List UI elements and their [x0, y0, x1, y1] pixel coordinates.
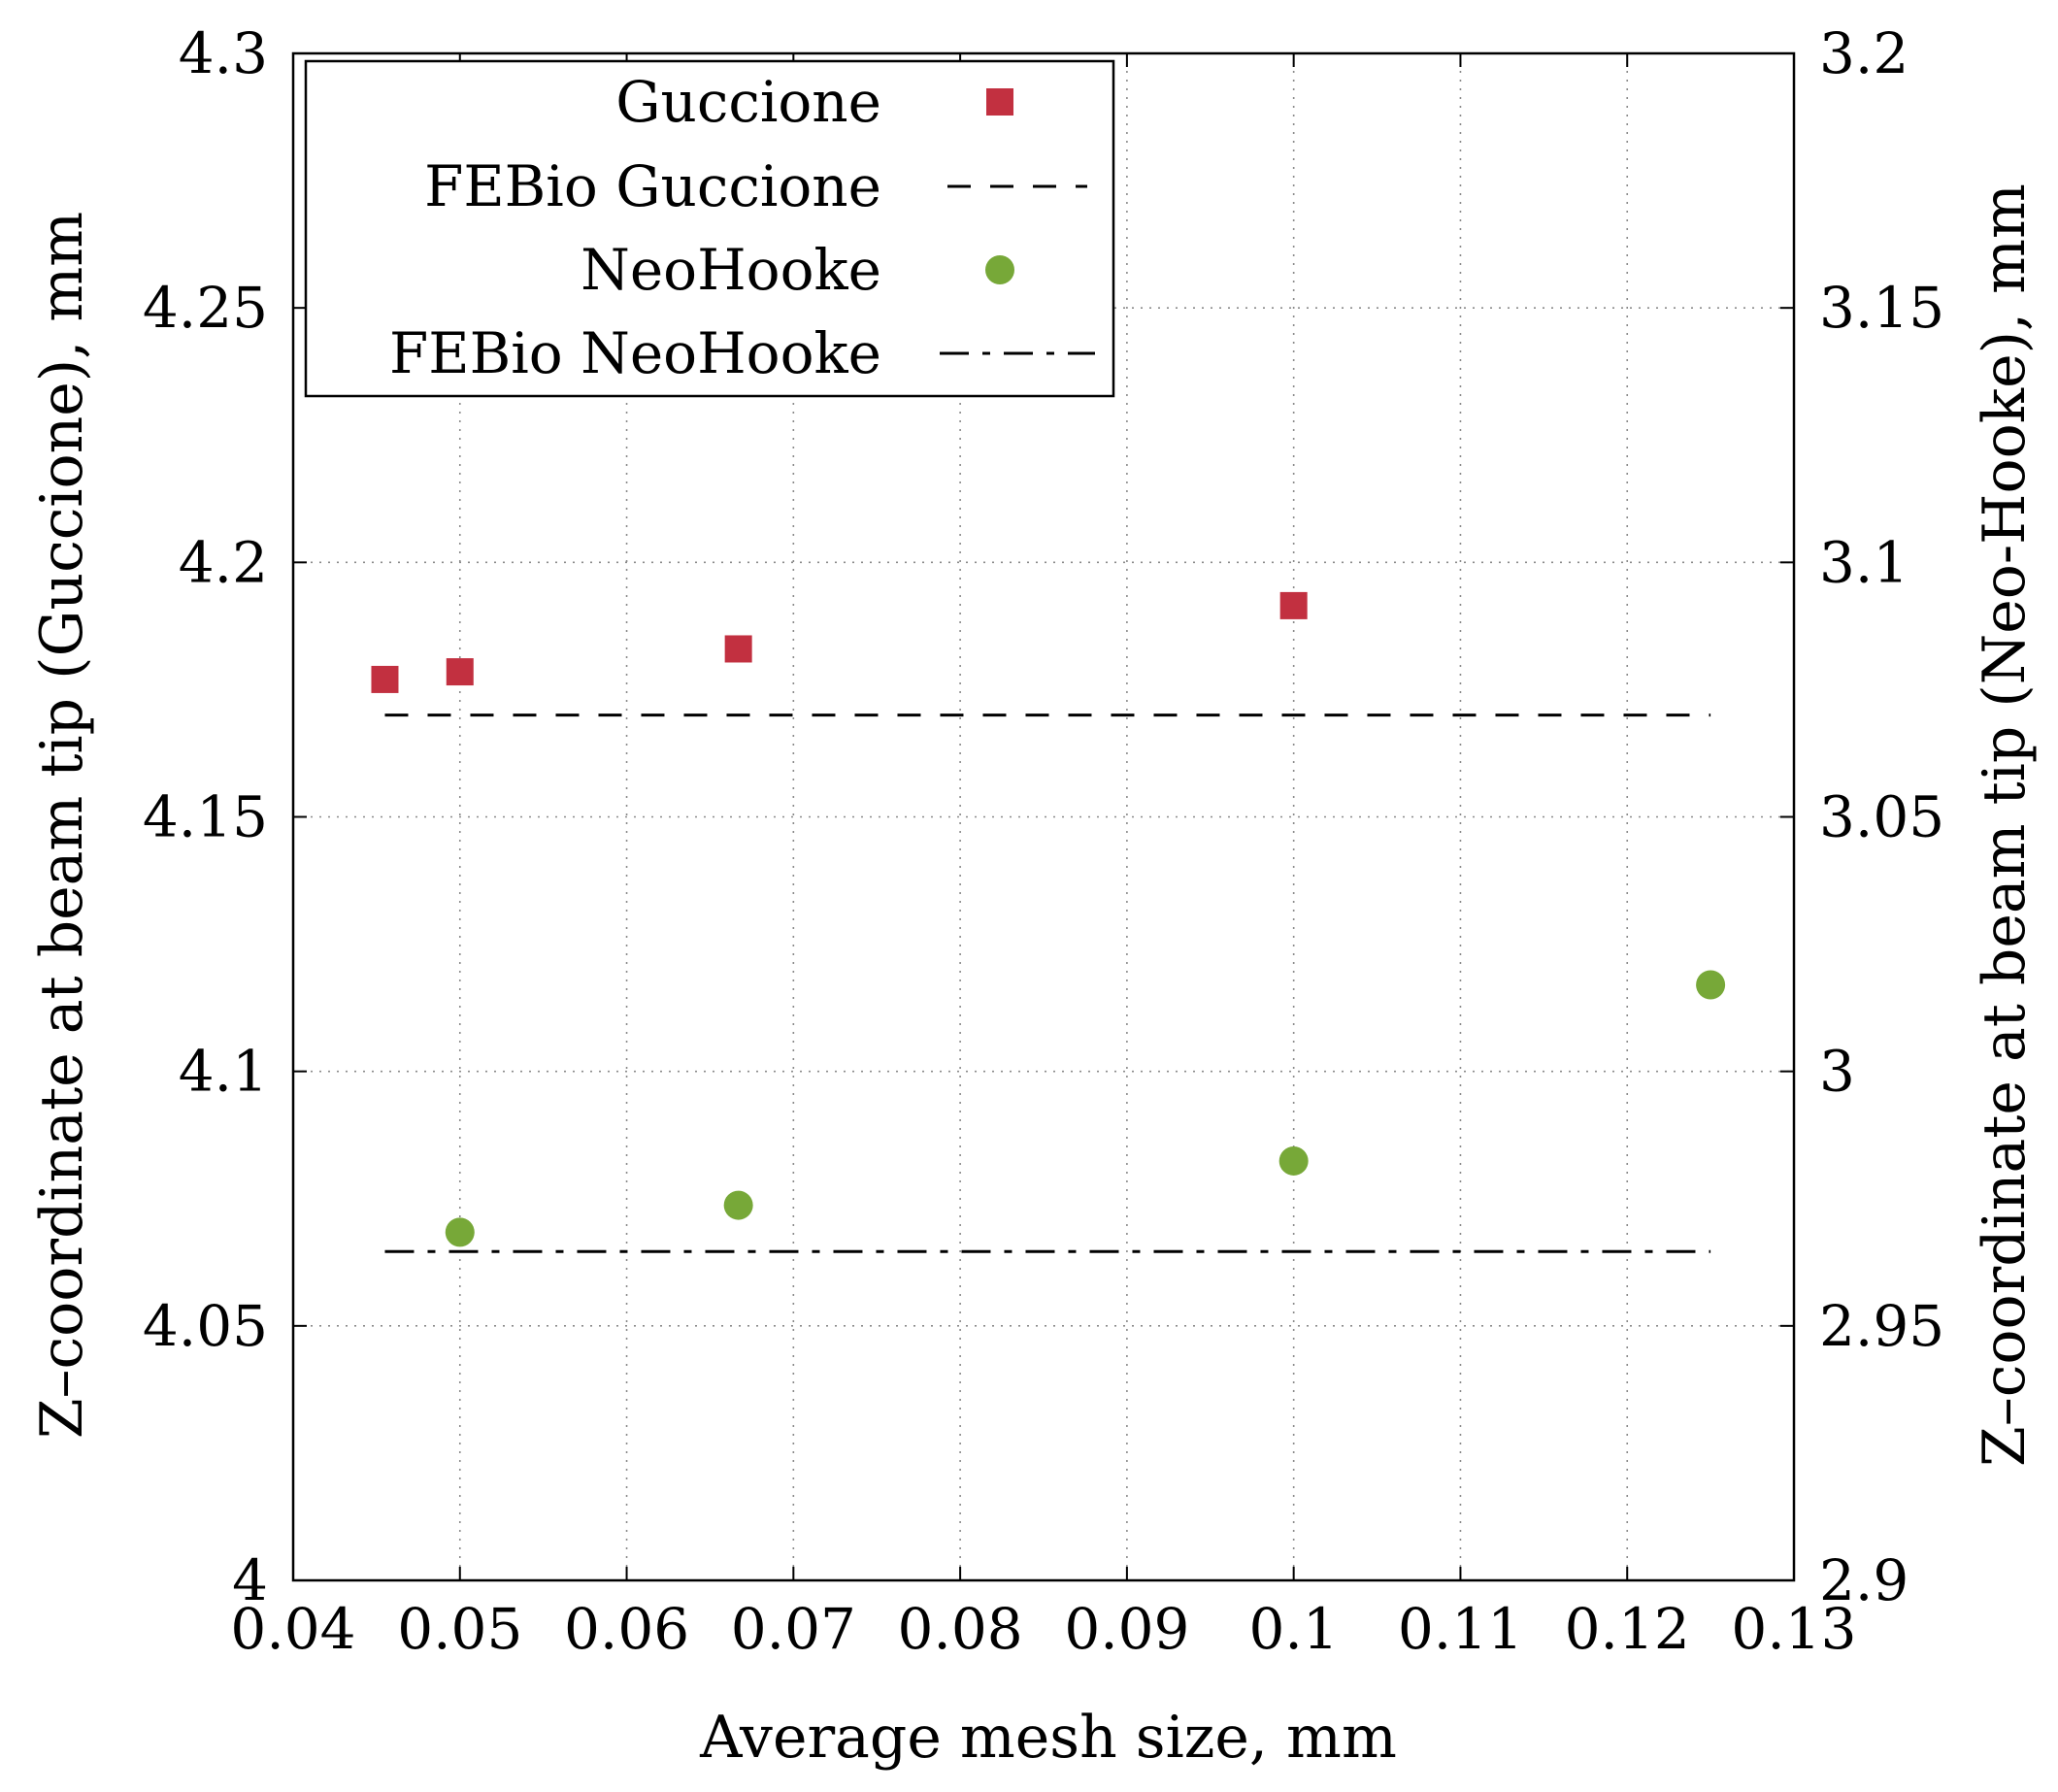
- x-tick-label: 0.13: [1731, 1596, 1856, 1662]
- x-tick-label: 0.08: [898, 1596, 1023, 1662]
- x-tick-label: 0.11: [1398, 1596, 1523, 1662]
- y-right-tick-label: 3.15: [1819, 275, 1944, 341]
- legend-marker-neohooke: [985, 255, 1014, 284]
- data-point-guccione: [371, 665, 399, 693]
- y-left-axis-label: Z–coordinate at beam tip (Guccione), mm: [28, 212, 96, 1439]
- legend-marker-guccione: [986, 88, 1013, 116]
- y-right-axis-label: Z–coordinate at beam tip (Neo-Hooke), mm: [1971, 183, 2039, 1467]
- y-left-tick-label: 4.2: [179, 529, 268, 595]
- legend-label-neohooke: NeoHooke: [581, 237, 881, 303]
- legend-box: [304, 59, 1115, 398]
- data-point-neohooke: [445, 1217, 475, 1247]
- series-layer: [371, 591, 1726, 1253]
- x-tick-label: 0.09: [1064, 1596, 1189, 1662]
- y-right-tick-label: 2.9: [1819, 1547, 1909, 1613]
- legend-label-febio-neohooke: FEBio NeoHooke: [389, 320, 881, 386]
- y-right-tick-label: 3: [1819, 1039, 1855, 1105]
- y-right-tick-label: 3.2: [1819, 20, 1909, 86]
- data-point-guccione: [1279, 591, 1308, 619]
- y-right-tick-label: 2.95: [1819, 1293, 1944, 1359]
- x-tick-label: 0.05: [397, 1596, 522, 1662]
- legend: Guccione FEBio Guccione NeoHooke FEBio NeoH…: [304, 59, 1115, 398]
- x-tick-label: 0.04: [230, 1596, 355, 1662]
- y-right-tick-label: 3.1: [1819, 529, 1909, 595]
- y-left-tick-label: 4.25: [143, 275, 268, 341]
- x-tick-label: 0.12: [1565, 1596, 1690, 1662]
- x-tick-label: 0.07: [731, 1596, 856, 1662]
- data-point-guccione: [446, 658, 474, 686]
- y-left-tick-label: 4.15: [143, 784, 268, 850]
- x-axis-label: Average mesh size, mm: [699, 1704, 1397, 1772]
- data-point-neohooke: [723, 1190, 753, 1220]
- y-right-tick-label: 3.05: [1819, 784, 1944, 850]
- x-tick-label: 0.1: [1249, 1596, 1339, 1662]
- ticks: 0.04 0.05 0.06 0.07 0.08 0.09 0.1 0.11 0.12 0.13 4…: [143, 20, 1944, 1662]
- y-left-tick-label: 4.3: [179, 20, 268, 86]
- data-point-neohooke: [1278, 1145, 1309, 1176]
- data-point-neohooke: [1696, 970, 1726, 1000]
- y-left-tick-label: 4: [232, 1547, 268, 1613]
- data-point-guccione: [724, 635, 752, 663]
- legend-label-guccione: Guccione: [615, 69, 881, 135]
- legend-label-febio-guccione: FEBio Guccione: [424, 153, 881, 219]
- y-left-tick-label: 4.05: [143, 1293, 268, 1359]
- y-left-tick-label: 4.1: [179, 1039, 268, 1105]
- x-tick-label: 0.06: [564, 1596, 689, 1662]
